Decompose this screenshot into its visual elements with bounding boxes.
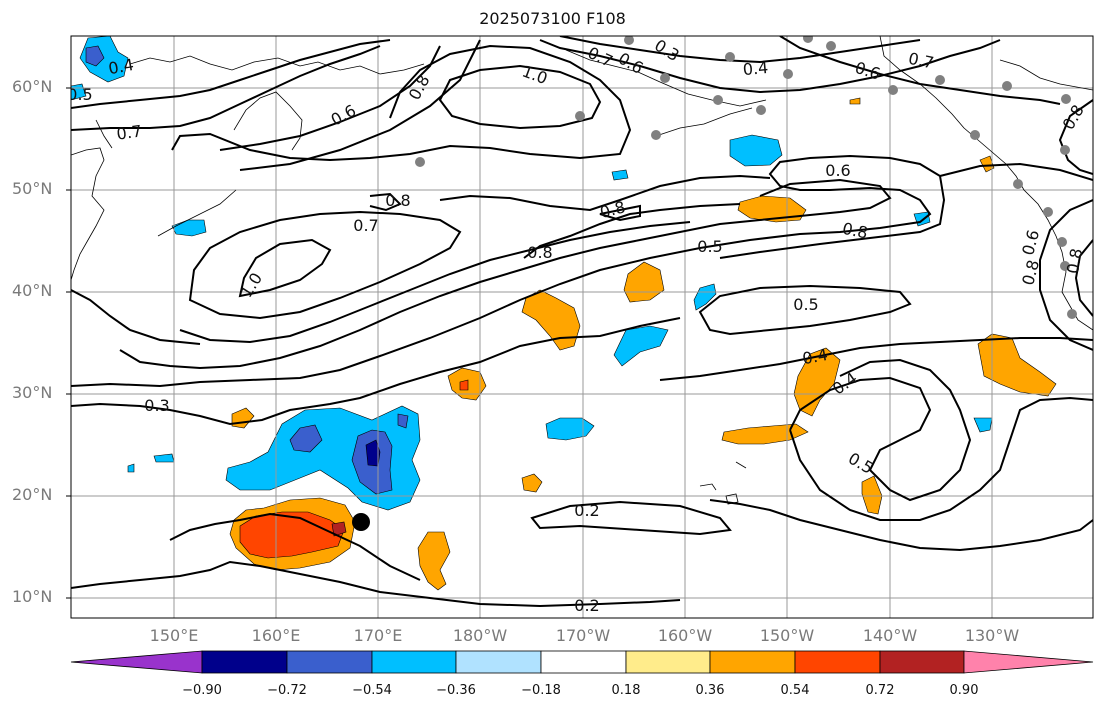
contour-label: 0.5 (845, 449, 877, 478)
contour-label: 0.4 (742, 58, 769, 79)
contour-label: 0.8 (405, 72, 434, 103)
colorbar-segment (879, 650, 965, 674)
contour-label: 0.6 (1018, 228, 1043, 258)
contour-label: 0.5 (697, 237, 722, 256)
map-frame (70, 35, 1094, 619)
map-title: 2025073100 F108 (479, 9, 626, 28)
contour-label: 0.8 (527, 243, 552, 262)
colorbar-segment (286, 650, 373, 674)
contour-label: 0.4 (801, 345, 829, 368)
contour-label: 0.3 (651, 36, 683, 66)
axis-ticks (66, 87, 71, 599)
lon-label: 180°W (452, 626, 508, 645)
contour-label: 0.7 (907, 49, 936, 73)
contour-label: 0.7 (115, 121, 143, 143)
shading-negative (71, 36, 993, 511)
colorbar-tick-label: −0.90 (182, 683, 222, 698)
colorbar-tick-label: −0.36 (436, 683, 476, 698)
contour-lines (71, 36, 1093, 608)
colorbar-tick-label: 0.18 (611, 683, 641, 698)
contour-label: 0.7 (585, 43, 616, 71)
lon-label: 160°W (657, 626, 713, 645)
storm-center-marker (352, 513, 370, 531)
colorbar-segment (201, 650, 288, 674)
lon-label: 160°E (251, 626, 301, 645)
contour-label: 0.3 (144, 396, 169, 415)
lat-label: 30°N (12, 383, 53, 402)
lat-label: 20°N (12, 485, 53, 504)
lon-label: 170°E (353, 626, 403, 645)
lat-label: 40°N (12, 281, 53, 300)
colorbar-tick-label: −0.18 (521, 683, 561, 698)
colorbar-tick-label: 0.90 (949, 683, 979, 698)
colorbar-segment (70, 650, 203, 674)
contour-label: 0.7 (353, 216, 378, 235)
contour-label: 0.8 (385, 191, 410, 210)
colorbar (70, 650, 1094, 674)
station-dots (415, 36, 1077, 319)
contour-label: 0.8 (841, 219, 870, 243)
contour-label: 1.0 (520, 62, 550, 89)
colorbar-segment (963, 650, 1094, 674)
contour-label: 0.4 (107, 55, 135, 78)
colorbar-segment (455, 650, 542, 674)
contour-label: 0.6 (825, 161, 850, 180)
contour-label: 0.2 (574, 501, 599, 520)
lon-label: 150°W (759, 626, 815, 645)
colorbar-segment (625, 650, 711, 674)
colorbar-segment (794, 650, 881, 674)
colorbar-tick-label: 0.72 (865, 683, 895, 698)
lat-label: 50°N (12, 179, 53, 198)
lat-label: 60°N (12, 77, 53, 96)
contour-label: 0.5 (67, 85, 92, 104)
lon-label: 150°E (149, 626, 199, 645)
colorbar-tick-label: 0.36 (695, 683, 725, 698)
lon-label: 140°W (862, 626, 918, 645)
colorbar-tick-label: −0.72 (267, 683, 307, 698)
colorbar-tick-label: −0.54 (352, 683, 392, 698)
graticule (71, 36, 1093, 618)
colorbar-segment (371, 650, 457, 674)
colorbar-tick-label: 0.54 (780, 683, 810, 698)
lon-label: 130°W (964, 626, 1020, 645)
lat-label: 10°N (12, 587, 53, 606)
contour-label: 0.2 (574, 596, 599, 615)
lon-label: 170°W (555, 626, 611, 645)
contour-label: 0.5 (793, 295, 818, 314)
colorbar-segment (709, 650, 796, 674)
colorbar-segment (540, 650, 627, 674)
contour-label: 0.8 (1063, 247, 1086, 275)
